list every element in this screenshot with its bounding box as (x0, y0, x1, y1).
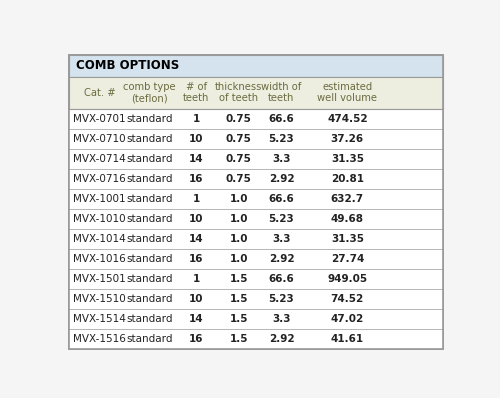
Text: 66.6: 66.6 (268, 274, 294, 284)
Text: # of
teeth: # of teeth (183, 82, 210, 103)
Bar (70, 329, 443, 349)
Text: 2.92: 2.92 (268, 254, 294, 264)
Text: 31.35: 31.35 (331, 234, 364, 244)
Text: MVX-1501: MVX-1501 (73, 274, 126, 284)
Text: standard: standard (126, 114, 173, 124)
Text: 10: 10 (189, 294, 204, 304)
Bar (70, 209, 443, 229)
Text: 5.23: 5.23 (268, 214, 294, 224)
Text: 1.0: 1.0 (230, 254, 248, 264)
Text: comb type
(teflon): comb type (teflon) (124, 82, 176, 103)
Text: 10: 10 (189, 134, 204, 144)
Text: 1.5: 1.5 (230, 294, 248, 304)
Text: MVX-1514: MVX-1514 (73, 314, 126, 324)
Text: 0.75: 0.75 (226, 154, 252, 164)
Text: 14: 14 (189, 154, 204, 164)
Text: 1.0: 1.0 (230, 234, 248, 244)
Text: 47.02: 47.02 (330, 314, 364, 324)
Text: standard: standard (126, 234, 173, 244)
Text: 1: 1 (192, 274, 200, 284)
Text: 474.52: 474.52 (327, 114, 368, 124)
Text: MVX-1516: MVX-1516 (73, 334, 126, 344)
Bar (70, 169, 443, 189)
Text: 14: 14 (189, 314, 204, 324)
Text: MVX-1010: MVX-1010 (73, 214, 126, 224)
Bar (70, 289, 443, 309)
Text: MVX-1014: MVX-1014 (73, 234, 126, 244)
Text: 1.0: 1.0 (230, 194, 248, 204)
Text: estimated
well volume: estimated well volume (318, 82, 378, 103)
Text: 1.5: 1.5 (230, 334, 248, 344)
Bar (70, 149, 443, 169)
Text: 0.75: 0.75 (226, 114, 252, 124)
Text: width of
teeth: width of teeth (261, 82, 302, 103)
Text: 74.52: 74.52 (330, 294, 364, 304)
Text: 1.0: 1.0 (230, 214, 248, 224)
Bar (70, 229, 443, 249)
Text: 5.23: 5.23 (268, 134, 294, 144)
Text: 1.5: 1.5 (230, 274, 248, 284)
Text: 16: 16 (189, 334, 204, 344)
Text: Cat. #: Cat. # (84, 88, 115, 98)
Text: 1: 1 (192, 194, 200, 204)
Text: MVX-0701: MVX-0701 (73, 114, 126, 124)
Bar (70, 189, 443, 209)
Bar (70, 76, 443, 109)
Text: MVX-0710: MVX-0710 (73, 134, 126, 144)
Bar (70, 129, 443, 149)
Text: MVX-1510: MVX-1510 (73, 294, 126, 304)
Text: MVX-0716: MVX-0716 (73, 174, 126, 184)
Text: 20.81: 20.81 (331, 174, 364, 184)
Text: 49.68: 49.68 (331, 214, 364, 224)
Text: 2.92: 2.92 (268, 174, 294, 184)
Bar (70, 249, 443, 269)
Text: 10: 10 (189, 214, 204, 224)
Text: standard: standard (126, 194, 173, 204)
Text: standard: standard (126, 314, 173, 324)
Text: MVX-1001: MVX-1001 (73, 194, 126, 204)
Text: COMB OPTIONS: COMB OPTIONS (76, 59, 180, 72)
Text: 2.92: 2.92 (268, 334, 294, 344)
Text: 0.75: 0.75 (226, 134, 252, 144)
Text: 632.7: 632.7 (331, 194, 364, 204)
Text: standard: standard (126, 154, 173, 164)
Text: 16: 16 (189, 254, 204, 264)
Text: standard: standard (126, 254, 173, 264)
Text: thickness
of teeth: thickness of teeth (215, 82, 262, 103)
Bar (70, 309, 443, 329)
Text: standard: standard (126, 334, 173, 344)
Text: 14: 14 (189, 234, 204, 244)
Text: MVX-1016: MVX-1016 (73, 254, 126, 264)
Text: 949.05: 949.05 (327, 274, 368, 284)
Text: 3.3: 3.3 (272, 154, 290, 164)
Text: MVX-0714: MVX-0714 (73, 154, 126, 164)
Text: 41.61: 41.61 (331, 334, 364, 344)
Text: standard: standard (126, 294, 173, 304)
Text: 1.5: 1.5 (230, 314, 248, 324)
Text: standard: standard (126, 174, 173, 184)
Text: standard: standard (126, 134, 173, 144)
Text: 5.23: 5.23 (268, 294, 294, 304)
Text: 31.35: 31.35 (331, 154, 364, 164)
Text: 1: 1 (192, 114, 200, 124)
Text: standard: standard (126, 214, 173, 224)
Text: 37.26: 37.26 (331, 134, 364, 144)
Bar (70, 109, 443, 129)
Text: standard: standard (126, 274, 173, 284)
Text: 3.3: 3.3 (272, 234, 290, 244)
Text: 3.3: 3.3 (272, 314, 290, 324)
Text: 66.6: 66.6 (268, 194, 294, 204)
Bar (70, 55, 443, 76)
Text: 66.6: 66.6 (268, 114, 294, 124)
Text: 27.74: 27.74 (330, 254, 364, 264)
Bar (70, 269, 443, 289)
Text: 0.75: 0.75 (226, 174, 252, 184)
Text: 16: 16 (189, 174, 204, 184)
